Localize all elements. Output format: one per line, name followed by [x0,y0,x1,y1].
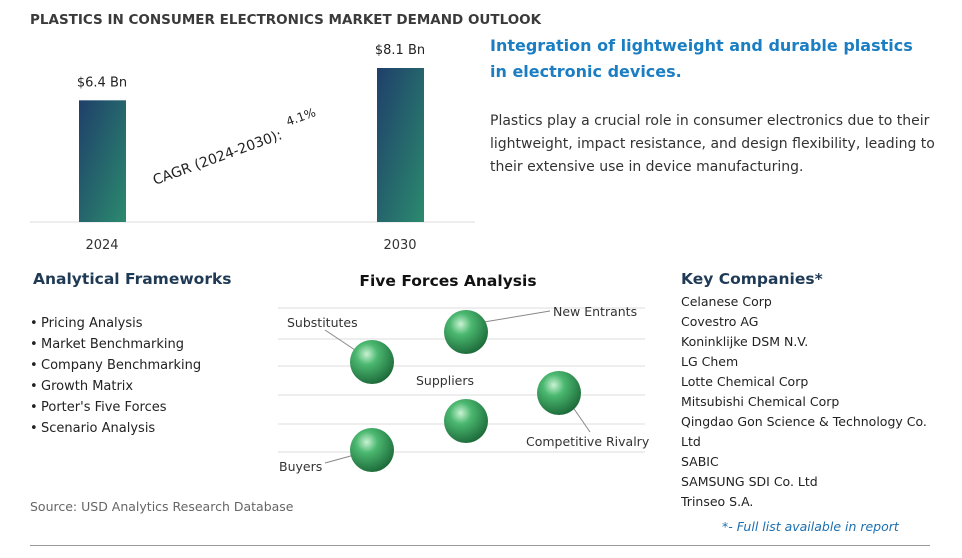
force-spheres [350,310,581,472]
list-item: • Scenario Analysis [30,418,201,439]
companies-title: Key Companies* [681,270,823,288]
list-item: Celanese Corp [681,294,772,309]
list-item: SABIC [681,454,719,469]
force-label: Buyers [279,459,322,474]
cagr-value: 4.1% [284,105,317,129]
bullet: • [30,421,38,436]
list-item: • Porter's Five Forces [30,397,201,418]
source: Source: USD Analytics Research Database [30,499,294,514]
force-label: New Entrants [553,304,637,319]
x-tick-label: 2030 [383,238,416,253]
force-label: Competitive Rivalry [526,434,650,449]
force-label: Suppliers [416,373,474,388]
bullet: • [30,358,38,373]
bullet: • [30,379,38,394]
x-tick-label: 2024 [85,238,118,253]
frameworks-title: Analytical Frameworks [33,270,232,288]
list-item: Covestro AG [681,314,759,329]
highlight-text: Plastics play a crucial role in consumer… [490,113,935,175]
list-item: • Growth Matrix [30,376,201,397]
force-label: Substitutes [287,315,358,330]
frameworks-list: • Pricing Analysis • Market Benchmarking • Co… [30,313,201,439]
list-item: Qingdao Gon Science & Technology Co. Ltd [681,414,927,449]
bullet: • [30,337,38,352]
companies-note: *- Full list available in report [722,519,899,534]
list-item: Koninklijke DSM N.V. [681,334,809,349]
list-item: Trinseo S.A. [681,494,754,509]
list-item: SAMSUNG SDI Co. Ltd [681,474,818,489]
list-item: LG Chem [681,354,739,369]
footer-rule [30,545,930,546]
list-item: Mitsubishi Chemical Corp [681,394,840,409]
value-label: $8.1 Bn [375,43,425,58]
five-forces-title: Five Forces Analysis [359,272,536,290]
cagr-label: CAGR (2024-2030): [151,127,284,189]
bullet: • [30,316,38,331]
title: PLASTICS IN CONSUMER ELECTRONICS MARKET … [30,12,542,28]
list-item: • Market Benchmarking [30,334,201,355]
value-label: $6.4 Bn [77,75,127,90]
companies-list: Celanese Corp Covestro AG Koninklijke DSM … [681,292,931,512]
bullet: • [30,400,38,415]
bar [79,100,126,222]
list-item: • Pricing Analysis [30,313,201,334]
list-item: • Company Benchmarking [30,355,201,376]
highlight-heading: Integration of lightweight and durable p… [490,36,913,81]
list-item: Lotte Chemical Corp [681,374,809,389]
bar [377,68,424,222]
